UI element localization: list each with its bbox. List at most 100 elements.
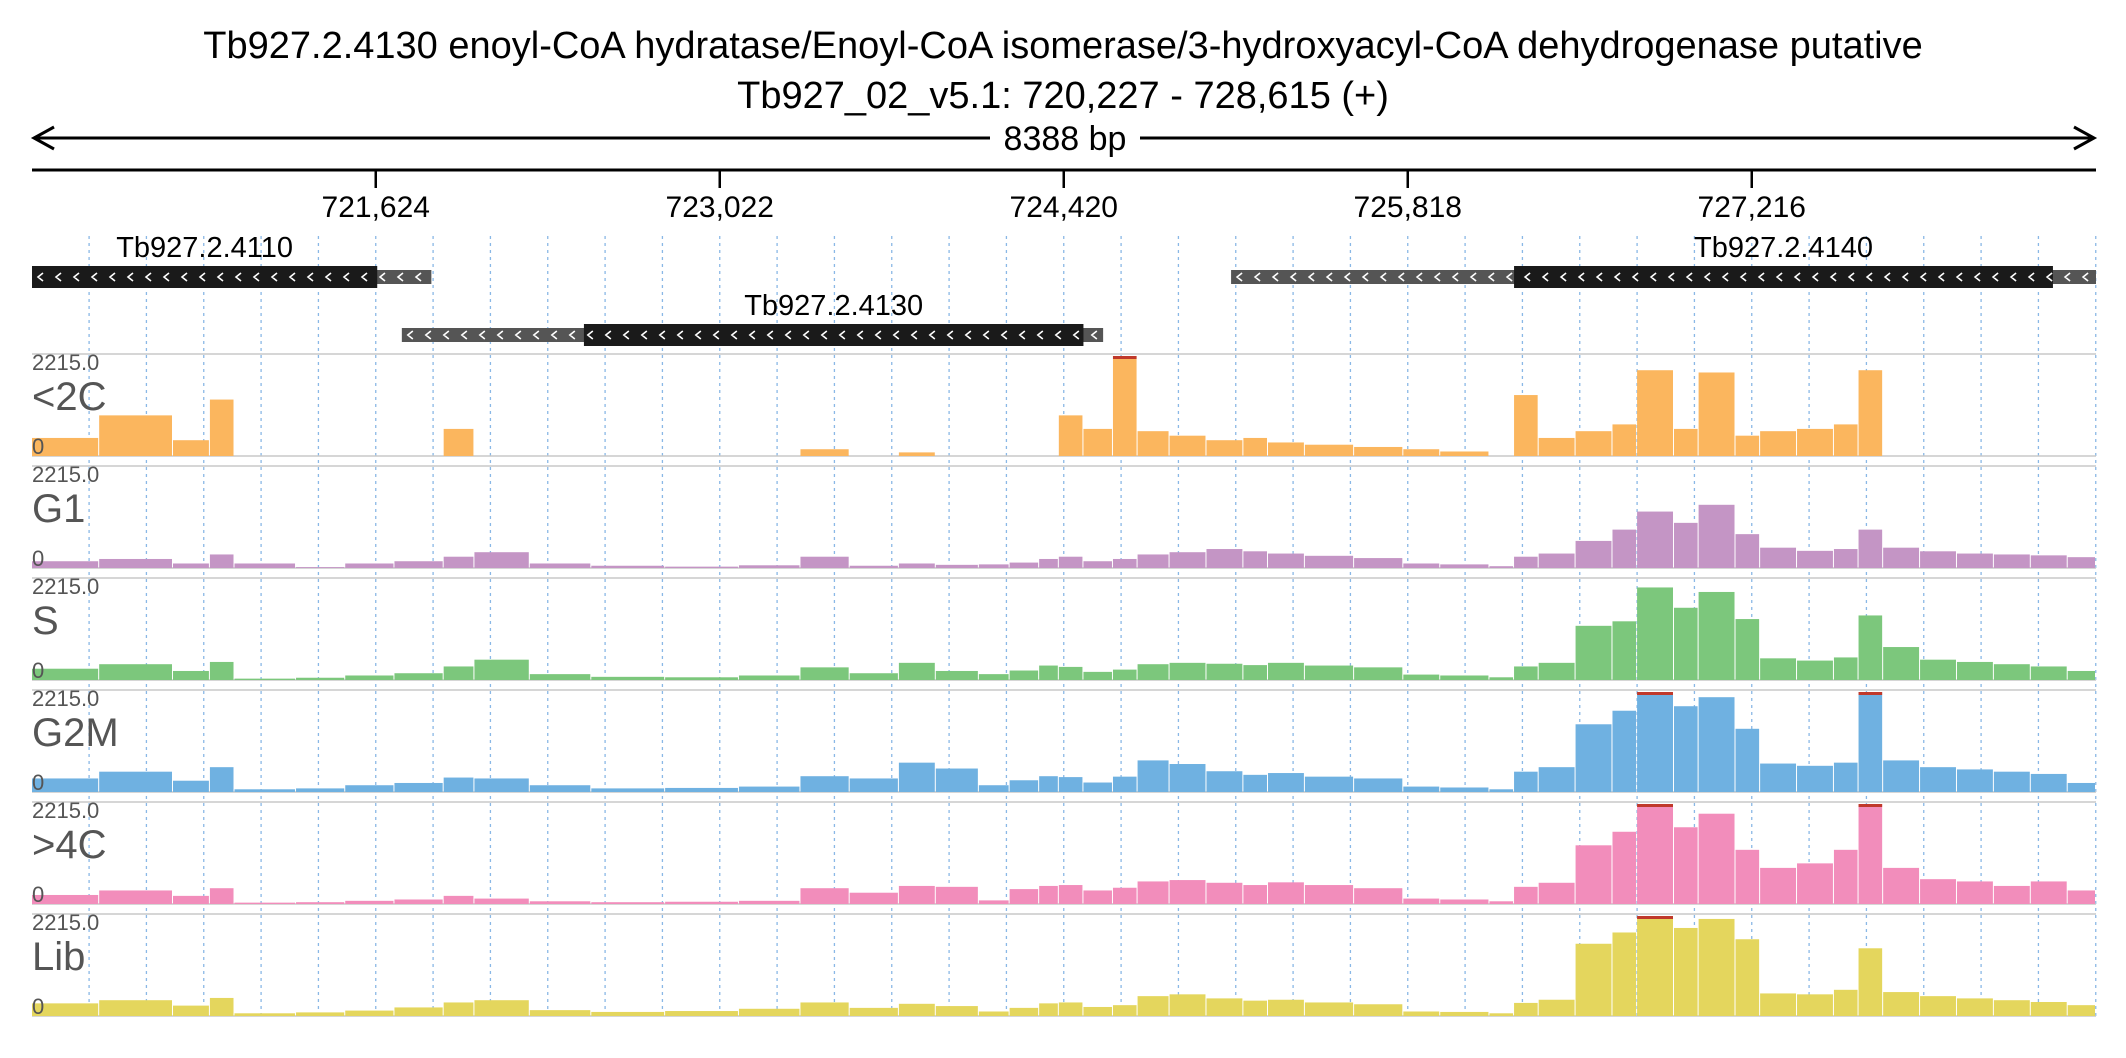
coverage-bar (1575, 943, 1612, 1016)
coverage-bar (32, 778, 99, 792)
coverage-bar (296, 677, 345, 680)
coverage-bar (1058, 777, 1083, 792)
tick-label: 725,818 (1354, 191, 1462, 224)
coverage-bar (32, 1003, 99, 1016)
coverage-bar (1735, 939, 1760, 1016)
coverage-bar (443, 777, 474, 792)
coverage-bar (1858, 692, 1883, 792)
coverage-bar (1538, 882, 1575, 904)
coverage-bar (394, 673, 443, 680)
coverage-bar (1440, 787, 1489, 792)
coverage-bar (800, 1002, 849, 1016)
coverage-bar (1137, 760, 1169, 792)
coverage-bar (1920, 767, 1956, 792)
coverage-bar (1858, 529, 1883, 568)
clip-marker (1637, 916, 1673, 919)
coverage-bar (1304, 555, 1354, 568)
coverage-bar (2030, 773, 2067, 792)
coverage-bar (1112, 669, 1137, 680)
coverage-bar (1112, 887, 1137, 904)
coverage-bar (1833, 424, 1858, 456)
coverage-bar (935, 564, 978, 568)
coverage-bar (665, 787, 738, 792)
coverage-bar (1735, 849, 1760, 904)
coverage-bar (209, 554, 234, 568)
coverage-bar (1304, 776, 1354, 792)
coverage-bar (2030, 666, 2067, 680)
coverage-bar (1833, 849, 1858, 904)
coverage-bar (99, 1000, 172, 1016)
coverage-bar (1575, 540, 1612, 568)
coverage-bar (591, 788, 665, 792)
coverage-bar (1403, 1011, 1440, 1016)
coverage-bar (172, 563, 209, 568)
coverage-bar (1009, 670, 1039, 680)
coverage-bar (1169, 880, 1206, 904)
gene-cds (1514, 266, 2053, 288)
coverage-bar (1575, 431, 1612, 456)
coverage-bar (32, 668, 99, 680)
coverage-bar (1243, 551, 1267, 568)
chart-subtitle: Tb927_02_v5.1: 720,227 - 728,615 (+) (737, 75, 1389, 117)
track-scale-max: 2215.0 (32, 686, 99, 711)
tick-label: 721,624 (322, 191, 430, 224)
coverage-bar (1637, 370, 1673, 456)
coverage-bar (1112, 558, 1137, 568)
gene-strand-chevrons (36, 272, 422, 282)
coverage-bar (849, 673, 898, 680)
track-scale-max: 2215.0 (32, 798, 99, 823)
coverage-bar (1612, 831, 1637, 904)
coverage-bar (1883, 867, 1920, 904)
coverage-bar (738, 565, 800, 568)
coverage-bar (1083, 890, 1112, 904)
coverage-bar (529, 901, 591, 904)
coverage-bar (1538, 662, 1575, 680)
chart-title: Tb927.2.4130 enoyl-CoA hydratase/Enoyl-C… (203, 25, 1922, 67)
gene-label: Tb927.2.4110 (116, 232, 293, 264)
coverage-bar (1039, 558, 1058, 568)
coverage-bar (1440, 564, 1489, 568)
coverage-bar (474, 1000, 529, 1016)
coverage-bar (1206, 998, 1243, 1016)
coverage-bar (1009, 562, 1039, 568)
coverage-bar (1403, 674, 1440, 680)
coverage-bar (1514, 1002, 1538, 1016)
coverage-bar (1735, 728, 1760, 792)
coverage-bar (209, 888, 234, 904)
coverage-bar (1858, 948, 1883, 1016)
coverage-bar (1993, 885, 2030, 904)
coverage-bar (1760, 658, 1797, 680)
coverage-bar (1206, 882, 1243, 904)
coverage-bar (849, 1007, 898, 1016)
coverage-bar (1575, 724, 1612, 792)
coverage-bar (443, 895, 474, 904)
coverage-bar (1058, 885, 1083, 904)
coverage-bar (1169, 435, 1206, 456)
coverage-bar (1760, 867, 1797, 904)
coverage-bar (1797, 428, 1833, 456)
gene-track: Tb927.2.4110 Tb927.2.4130 Tb927.2.4140 (32, 232, 2096, 346)
coverage-bar (591, 902, 665, 904)
coverage-bar (443, 666, 474, 680)
coordinate-axis: 721,624 723,022 724,420 725,818 727,216 (32, 168, 2096, 224)
coverage-bar (474, 898, 529, 904)
coverage-bar (935, 768, 978, 792)
clip-marker (1112, 356, 1137, 359)
coverage-bar (1440, 899, 1489, 904)
coverage-bar (345, 1010, 394, 1016)
coverage-bar (1243, 437, 1267, 456)
coverage-bar (1698, 918, 1735, 1016)
coverage-bar (738, 786, 800, 792)
coverage-bar (1137, 881, 1169, 904)
coverage-bar (1267, 882, 1304, 904)
coverage-bar (1760, 547, 1797, 568)
tick-label: 724,420 (1010, 191, 1118, 224)
coverage-bar (1243, 885, 1267, 904)
coverage-bar (1137, 664, 1169, 680)
coverage-bar (2030, 1002, 2067, 1016)
coverage-bar (738, 900, 800, 904)
coverage-bar (1833, 989, 1858, 1016)
coverage-bar (1304, 1002, 1354, 1016)
coverage-bar (443, 428, 474, 456)
coverage-bar (1489, 789, 1514, 792)
